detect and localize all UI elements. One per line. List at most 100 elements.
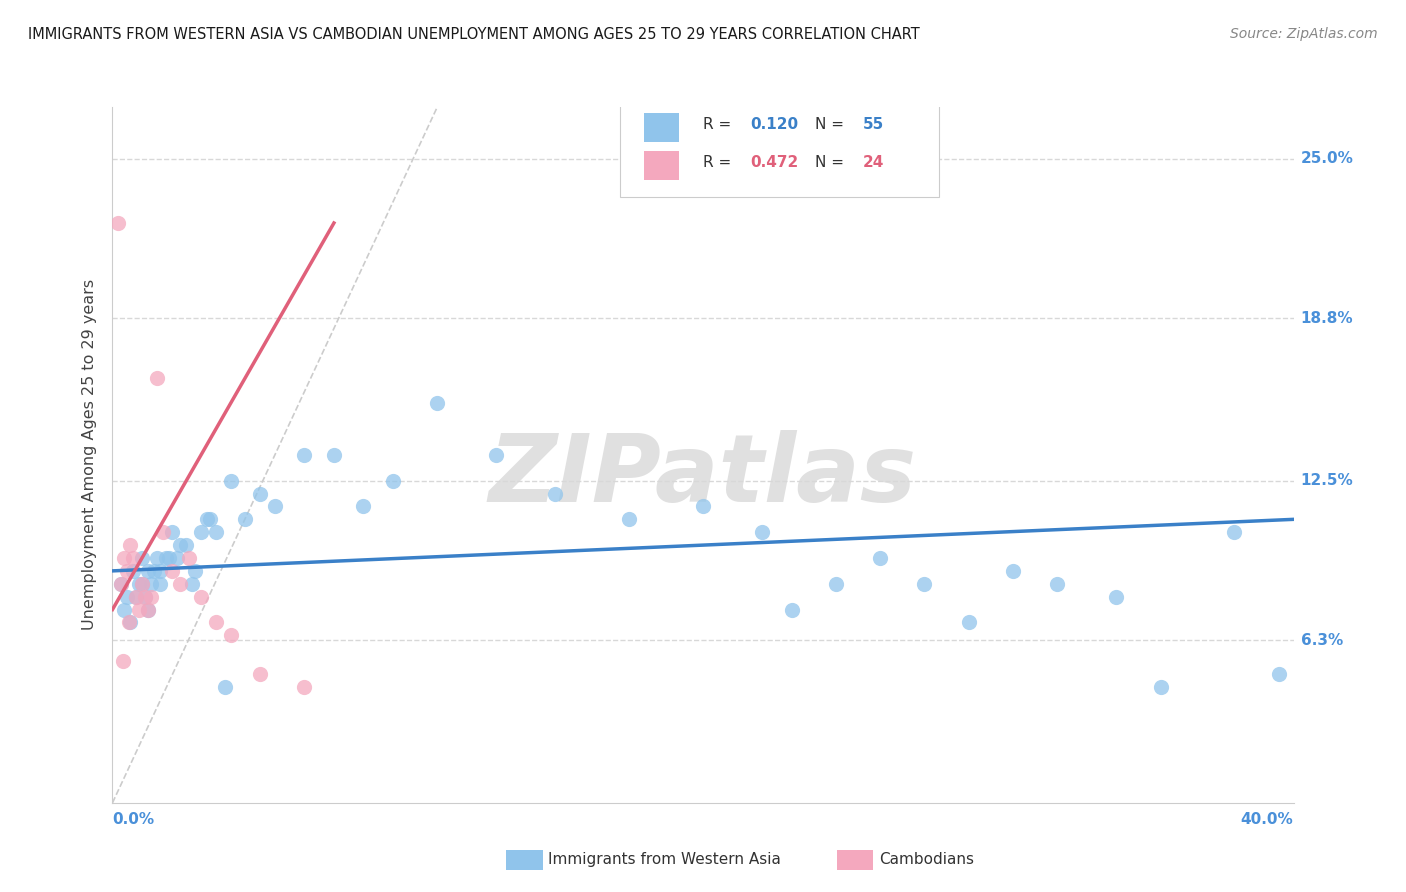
Point bbox=[117, 564, 138, 578]
Point bbox=[1223, 525, 1246, 540]
Point bbox=[134, 590, 156, 604]
Point bbox=[120, 615, 142, 630]
Point bbox=[1046, 576, 1069, 591]
Point bbox=[249, 486, 271, 500]
Text: 0.472: 0.472 bbox=[751, 155, 799, 170]
Point bbox=[136, 602, 159, 616]
Text: 0.0%: 0.0% bbox=[112, 812, 155, 827]
Point bbox=[134, 590, 156, 604]
Point bbox=[136, 564, 159, 578]
Point bbox=[146, 370, 169, 384]
Text: ZIPatlas: ZIPatlas bbox=[489, 430, 917, 522]
Point bbox=[233, 512, 256, 526]
Text: 24: 24 bbox=[862, 155, 884, 170]
Point bbox=[249, 667, 271, 681]
Point bbox=[195, 512, 218, 526]
Point bbox=[219, 474, 242, 488]
Point bbox=[869, 551, 891, 566]
Point bbox=[914, 576, 936, 591]
Point bbox=[136, 602, 159, 616]
Point bbox=[205, 525, 228, 540]
Point bbox=[122, 551, 145, 566]
Point bbox=[149, 564, 172, 578]
Point bbox=[128, 576, 150, 591]
Point bbox=[1268, 667, 1291, 681]
Point bbox=[544, 486, 567, 500]
Bar bbox=[644, 112, 679, 142]
Point bbox=[1105, 590, 1128, 604]
Point bbox=[128, 602, 150, 616]
Text: 12.5%: 12.5% bbox=[1301, 473, 1354, 488]
Text: 55: 55 bbox=[862, 117, 884, 132]
Point bbox=[780, 602, 803, 616]
Point bbox=[131, 551, 153, 566]
Point bbox=[149, 576, 172, 591]
Point bbox=[112, 551, 135, 566]
Text: N =: N = bbox=[815, 117, 849, 132]
Point bbox=[619, 512, 641, 526]
Point bbox=[219, 628, 242, 642]
Point bbox=[125, 590, 148, 604]
Point bbox=[174, 538, 197, 552]
Text: R =: R = bbox=[703, 117, 737, 132]
Point bbox=[214, 680, 236, 694]
Text: 0.120: 0.120 bbox=[751, 117, 799, 132]
Point bbox=[157, 551, 180, 566]
Text: N =: N = bbox=[815, 155, 849, 170]
Point bbox=[146, 551, 169, 566]
Text: Cambodians: Cambodians bbox=[879, 853, 974, 867]
Point bbox=[751, 525, 773, 540]
Point bbox=[957, 615, 980, 630]
Text: 6.3%: 6.3% bbox=[1301, 633, 1343, 648]
Point bbox=[166, 551, 188, 566]
FancyBboxPatch shape bbox=[620, 93, 939, 197]
Point bbox=[131, 576, 153, 591]
Text: Source: ZipAtlas.com: Source: ZipAtlas.com bbox=[1230, 27, 1378, 41]
Point bbox=[110, 576, 132, 591]
Text: 18.8%: 18.8% bbox=[1301, 310, 1353, 326]
Point bbox=[190, 525, 212, 540]
Point bbox=[131, 576, 153, 591]
Point bbox=[824, 576, 846, 591]
Point bbox=[169, 538, 191, 552]
Text: IMMIGRANTS FROM WESTERN ASIA VS CAMBODIAN UNEMPLOYMENT AMONG AGES 25 TO 29 YEARS: IMMIGRANTS FROM WESTERN ASIA VS CAMBODIA… bbox=[28, 27, 920, 42]
Point bbox=[198, 512, 221, 526]
Text: Immigrants from Western Asia: Immigrants from Western Asia bbox=[548, 853, 782, 867]
Point bbox=[264, 500, 287, 514]
Text: R =: R = bbox=[703, 155, 737, 170]
Point bbox=[169, 576, 191, 591]
Point bbox=[155, 551, 177, 566]
Point bbox=[485, 448, 508, 462]
Point bbox=[107, 216, 129, 230]
Point bbox=[692, 500, 714, 514]
Text: 25.0%: 25.0% bbox=[1301, 151, 1354, 166]
Point bbox=[352, 500, 374, 514]
Point bbox=[181, 576, 204, 591]
Point bbox=[205, 615, 228, 630]
Text: 40.0%: 40.0% bbox=[1240, 812, 1294, 827]
Point bbox=[125, 590, 148, 604]
Point bbox=[117, 590, 138, 604]
Point bbox=[139, 576, 162, 591]
Point bbox=[160, 525, 183, 540]
Point bbox=[179, 551, 201, 566]
Point bbox=[152, 525, 174, 540]
Point bbox=[1001, 564, 1024, 578]
Bar bbox=[644, 151, 679, 180]
Point bbox=[110, 576, 132, 591]
Point bbox=[323, 448, 346, 462]
Y-axis label: Unemployment Among Ages 25 to 29 years: Unemployment Among Ages 25 to 29 years bbox=[82, 279, 97, 631]
Point bbox=[426, 396, 449, 410]
Point bbox=[139, 590, 162, 604]
Point bbox=[111, 654, 134, 668]
Point bbox=[160, 564, 183, 578]
Point bbox=[122, 564, 145, 578]
Point bbox=[292, 680, 315, 694]
Point bbox=[292, 448, 315, 462]
Point bbox=[142, 564, 165, 578]
Point bbox=[382, 474, 405, 488]
Point bbox=[190, 590, 212, 604]
Point bbox=[112, 602, 135, 616]
Point bbox=[184, 564, 207, 578]
Point bbox=[1150, 680, 1173, 694]
